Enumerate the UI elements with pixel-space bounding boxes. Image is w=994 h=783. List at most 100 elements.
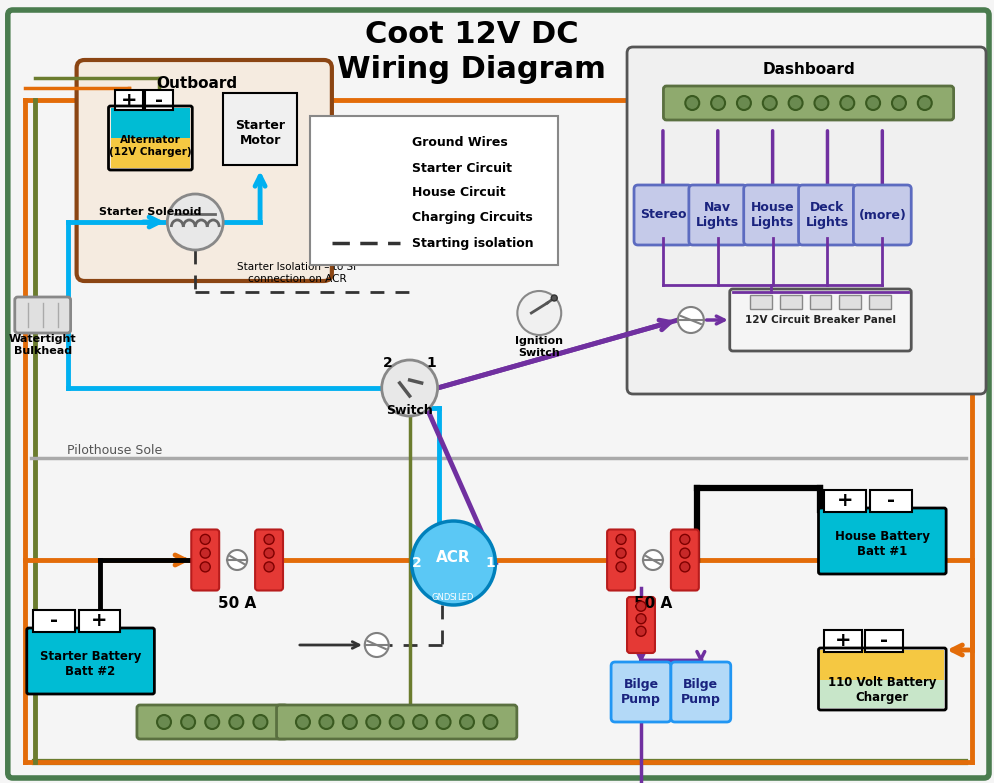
- Circle shape: [264, 548, 274, 558]
- Text: Ground Wires: Ground Wires: [412, 136, 507, 150]
- Circle shape: [436, 715, 450, 729]
- Text: +: +: [91, 612, 107, 630]
- Circle shape: [390, 715, 404, 729]
- Circle shape: [636, 614, 646, 624]
- Circle shape: [814, 96, 828, 110]
- FancyBboxPatch shape: [824, 490, 867, 512]
- FancyBboxPatch shape: [744, 185, 801, 245]
- FancyBboxPatch shape: [627, 47, 986, 394]
- Text: +: +: [121, 91, 138, 110]
- FancyBboxPatch shape: [110, 138, 190, 168]
- Circle shape: [296, 715, 310, 729]
- Text: Stereo: Stereo: [640, 208, 686, 222]
- Text: Starter Solenoid: Starter Solenoid: [99, 207, 202, 217]
- Text: Deck
Lights: Deck Lights: [806, 201, 849, 229]
- Text: -: -: [881, 632, 889, 651]
- Circle shape: [343, 715, 357, 729]
- FancyBboxPatch shape: [27, 628, 154, 694]
- Text: Ignition
Switch: Ignition Switch: [515, 336, 564, 358]
- FancyBboxPatch shape: [663, 86, 953, 120]
- FancyBboxPatch shape: [634, 185, 692, 245]
- Circle shape: [460, 715, 474, 729]
- FancyBboxPatch shape: [870, 295, 892, 309]
- Text: Coot 12V DC
Wiring Diagram: Coot 12V DC Wiring Diagram: [337, 20, 606, 85]
- Circle shape: [264, 562, 274, 572]
- Circle shape: [200, 562, 210, 572]
- Circle shape: [157, 715, 171, 729]
- FancyBboxPatch shape: [824, 630, 863, 652]
- Circle shape: [412, 521, 495, 605]
- Text: 110 Volt Battery
Charger: 110 Volt Battery Charger: [828, 676, 936, 704]
- FancyBboxPatch shape: [798, 185, 857, 245]
- Text: 50 A: 50 A: [634, 596, 672, 611]
- Circle shape: [616, 534, 626, 544]
- Circle shape: [840, 96, 854, 110]
- Circle shape: [788, 96, 802, 110]
- Text: Nav
Lights: Nav Lights: [696, 201, 740, 229]
- FancyBboxPatch shape: [77, 60, 332, 281]
- Circle shape: [366, 715, 381, 729]
- Text: House Circuit: House Circuit: [412, 186, 505, 200]
- Circle shape: [483, 715, 497, 729]
- Text: -: -: [888, 492, 896, 511]
- Text: House
Lights: House Lights: [750, 201, 794, 229]
- Circle shape: [382, 360, 437, 416]
- Circle shape: [205, 715, 220, 729]
- FancyBboxPatch shape: [115, 90, 143, 110]
- FancyBboxPatch shape: [611, 662, 671, 722]
- Text: +: +: [835, 632, 852, 651]
- Text: 1: 1: [426, 356, 436, 370]
- Circle shape: [678, 307, 704, 333]
- Circle shape: [517, 291, 562, 335]
- Text: Switch: Switch: [387, 403, 433, 417]
- Text: Charging Circuits: Charging Circuits: [412, 211, 533, 225]
- Text: LED: LED: [457, 593, 474, 601]
- FancyBboxPatch shape: [809, 295, 831, 309]
- FancyBboxPatch shape: [871, 490, 912, 512]
- Circle shape: [230, 715, 244, 729]
- Circle shape: [200, 534, 210, 544]
- FancyBboxPatch shape: [310, 116, 559, 265]
- Text: (more): (more): [859, 208, 907, 222]
- FancyBboxPatch shape: [671, 662, 731, 722]
- FancyBboxPatch shape: [191, 529, 220, 590]
- Circle shape: [319, 715, 333, 729]
- Text: -: -: [155, 91, 163, 110]
- FancyBboxPatch shape: [689, 185, 746, 245]
- Circle shape: [552, 295, 558, 301]
- Text: Alternator
(12V Charger): Alternator (12V Charger): [109, 135, 192, 157]
- Circle shape: [253, 715, 267, 729]
- Text: SI: SI: [449, 593, 457, 601]
- Circle shape: [636, 626, 646, 637]
- FancyBboxPatch shape: [730, 289, 911, 351]
- FancyBboxPatch shape: [627, 597, 655, 653]
- FancyBboxPatch shape: [854, 185, 911, 245]
- FancyBboxPatch shape: [840, 295, 862, 309]
- FancyBboxPatch shape: [110, 108, 190, 138]
- Circle shape: [866, 96, 880, 110]
- FancyBboxPatch shape: [276, 705, 517, 739]
- FancyBboxPatch shape: [145, 90, 173, 110]
- Circle shape: [711, 96, 725, 110]
- Circle shape: [643, 550, 663, 570]
- Text: 2: 2: [383, 356, 393, 370]
- Text: Bilge
Pump: Bilge Pump: [621, 678, 661, 706]
- FancyBboxPatch shape: [779, 295, 801, 309]
- Text: GND: GND: [431, 593, 451, 601]
- Text: -: -: [50, 612, 58, 630]
- Text: Watertight
Bulkhead: Watertight Bulkhead: [9, 334, 77, 355]
- Circle shape: [365, 633, 389, 657]
- FancyBboxPatch shape: [15, 297, 71, 333]
- FancyBboxPatch shape: [224, 93, 297, 165]
- Circle shape: [917, 96, 931, 110]
- FancyBboxPatch shape: [79, 610, 120, 632]
- FancyBboxPatch shape: [820, 680, 944, 708]
- FancyBboxPatch shape: [671, 529, 699, 590]
- Text: Starter
Motor: Starter Motor: [236, 119, 285, 147]
- Text: Starting isolation: Starting isolation: [412, 236, 533, 250]
- Circle shape: [762, 96, 776, 110]
- Text: ACR: ACR: [436, 550, 471, 565]
- Circle shape: [680, 534, 690, 544]
- Circle shape: [892, 96, 906, 110]
- Circle shape: [264, 534, 274, 544]
